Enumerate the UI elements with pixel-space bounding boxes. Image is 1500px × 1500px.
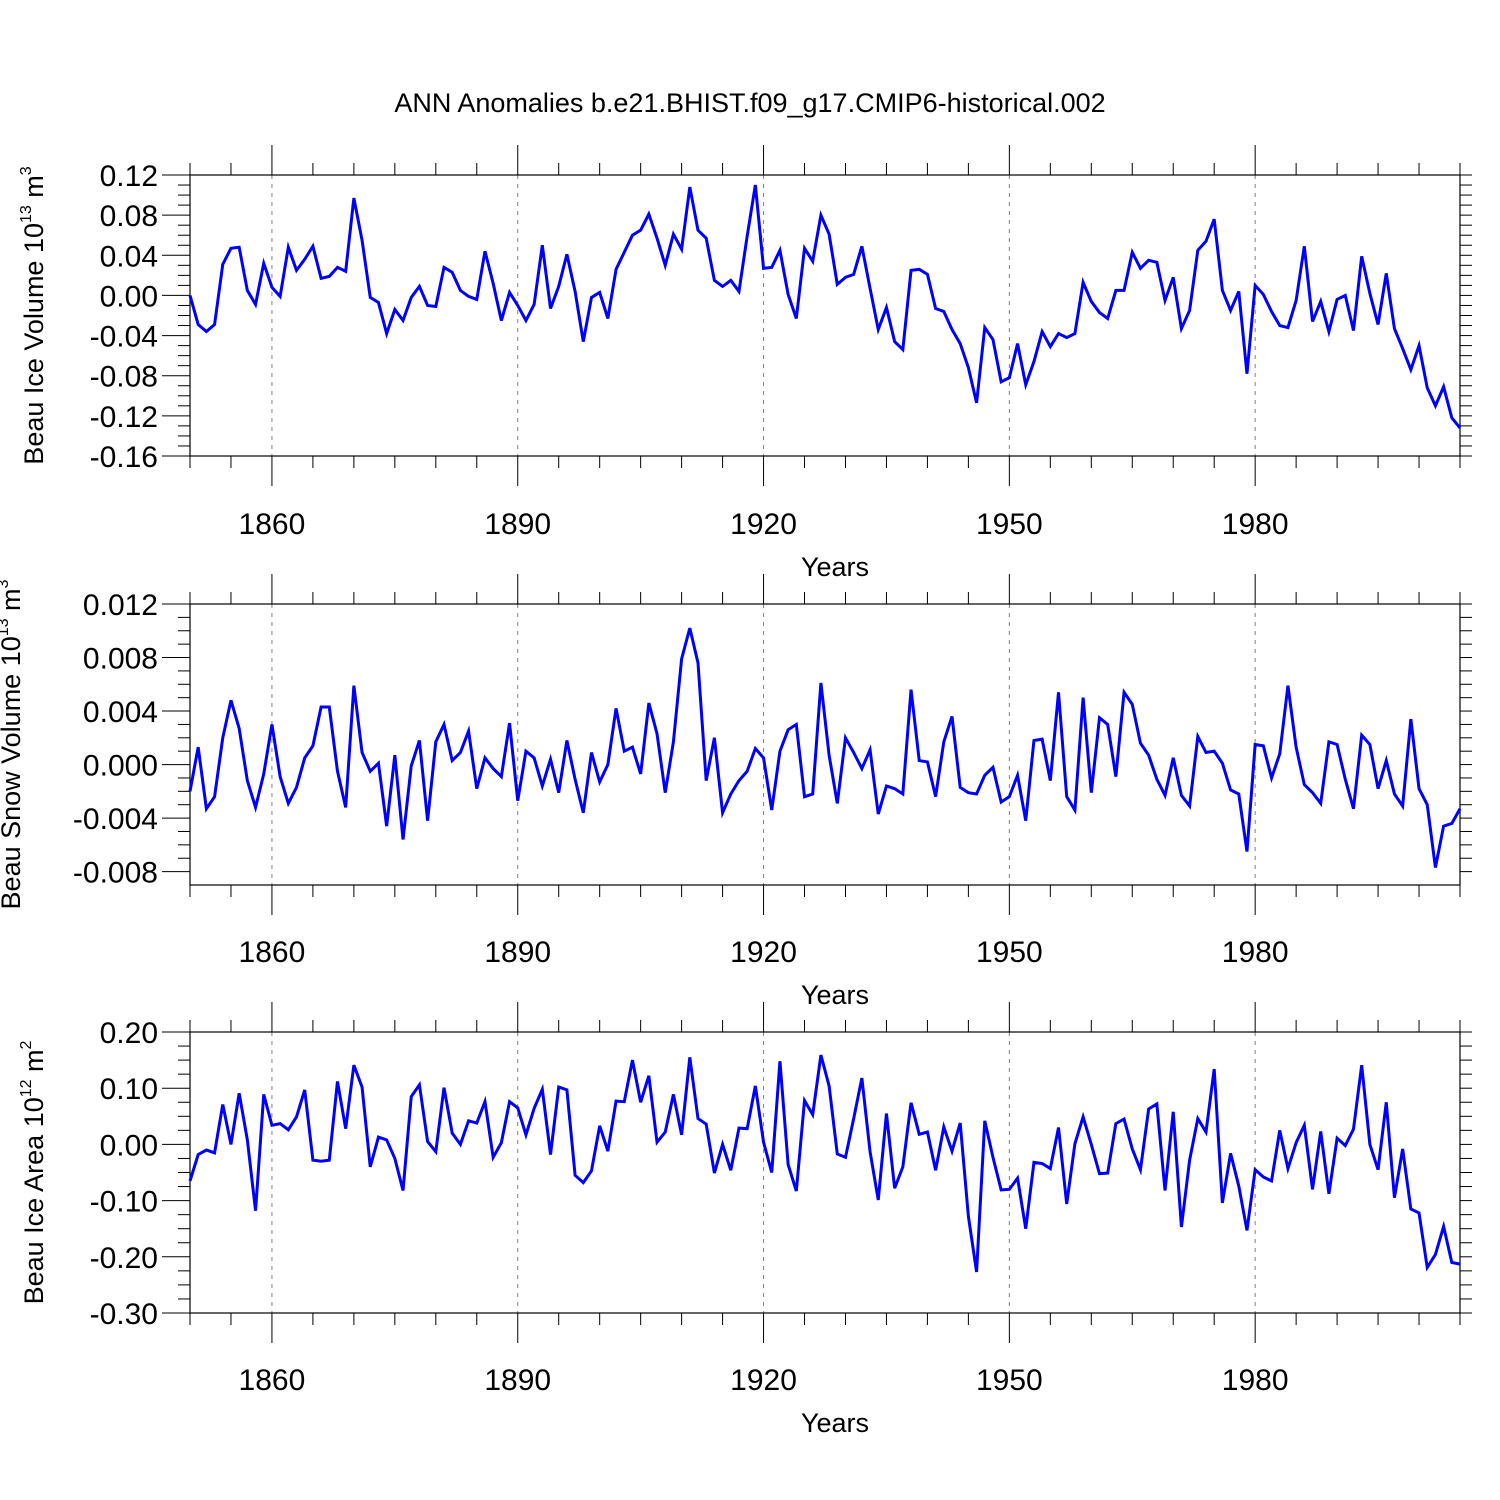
y-tick-label: 0.004 <box>83 696 158 729</box>
y-tick-label: -0.08 <box>90 361 158 394</box>
x-tick-label: 1980 <box>1222 936 1289 969</box>
x-tick-label: 1860 <box>239 1364 306 1397</box>
y-axis-label: Beau Ice Volume 1013 m3 <box>18 166 49 464</box>
x-tick-label: 1950 <box>976 1364 1043 1397</box>
x-axis-label: Years <box>801 1408 869 1438</box>
x-tick-label: 1890 <box>484 508 551 541</box>
y-tick-label: 0.04 <box>100 240 158 273</box>
y-tick-label: -0.16 <box>90 441 158 474</box>
x-tick-label: 1860 <box>239 508 306 541</box>
y-axis-label-main: Beau Ice Volume 10 <box>19 223 49 465</box>
y-tick-label: -0.004 <box>73 803 158 836</box>
x-axis-label: Years <box>801 552 869 582</box>
y-tick-label: 0.008 <box>83 643 158 676</box>
y-tick-label: -0.04 <box>90 321 158 354</box>
chart-panel-2: 1860 1890 1920 1950 1980 0.012 0.008 0.004 0.000… <box>0 574 1472 1010</box>
x-tick-label: 1980 <box>1222 1364 1289 1397</box>
x-tick-label: 1950 <box>976 936 1043 969</box>
plot-frame <box>189 603 1461 886</box>
y-tick-label: 0.00 <box>100 1129 158 1162</box>
series-line <box>188 184 1462 429</box>
y-axis-label-unit-exponent: 3 <box>18 166 35 175</box>
chart-panel-3: 1860 1890 1920 1950 1980 0.20 0.10 0.00 -0.10 -0.… <box>18 1002 1472 1438</box>
y-tick-label: -0.12 <box>90 401 158 434</box>
x-tick-label: 1920 <box>730 1364 797 1397</box>
chart-panel-1: 1860 1890 1920 1950 1980 0.12 0.08 0.04 0.00 -0.0… <box>18 145 1472 582</box>
y-tick-label: 0.08 <box>100 200 158 233</box>
y-axis-label-unit-exponent: 3 <box>0 579 12 588</box>
y-tick-label: -0.10 <box>90 1186 158 1219</box>
y-axis-label-main: Beau Snow Volume 10 <box>0 636 26 909</box>
y-tick-label: -0.30 <box>90 1298 158 1331</box>
y-tick-label: 0.20 <box>100 1017 158 1050</box>
y-tick-label: 0.12 <box>100 160 158 193</box>
x-tick-label: 1920 <box>730 508 797 541</box>
y-axis-label-unit-exponent: 2 <box>18 1040 35 1049</box>
y-axis-label-unit: m <box>19 175 49 205</box>
y-tick-label: -0.008 <box>73 857 158 890</box>
x-tick-label: 1890 <box>484 936 551 969</box>
y-axis-label: Beau Ice Area 1012 m2 <box>18 1040 49 1304</box>
y-axis-label-exponent: 13 <box>18 205 35 223</box>
y-axis-label: Beau Snow Volume 1013 m3 <box>0 579 26 909</box>
y-tick-label: 0.012 <box>83 589 158 622</box>
y-tick-label: 0.00 <box>100 280 158 313</box>
series-line <box>188 1054 1461 1273</box>
y-tick-label: -0.20 <box>90 1242 158 1275</box>
y-axis-label-exponent: 13 <box>0 618 12 636</box>
x-tick-label: 1920 <box>730 936 797 969</box>
y-axis-label-main: Beau Ice Area 10 <box>19 1097 49 1304</box>
x-tick-label: 1950 <box>976 508 1043 541</box>
x-axis-label: Years <box>801 980 869 1010</box>
y-axis-label-unit: m <box>0 588 26 618</box>
y-tick-label: 0.000 <box>83 750 158 783</box>
x-tick-label: 1890 <box>484 1364 551 1397</box>
x-tick-label: 1980 <box>1222 508 1289 541</box>
page-title: ANN Anomalies b.e21.BHIST.f09_g17.CMIP6-… <box>394 88 1105 118</box>
y-axis-label-unit: m <box>19 1049 49 1079</box>
x-tick-label: 1860 <box>239 936 306 969</box>
y-tick-label: 0.10 <box>100 1073 158 1106</box>
y-axis-label-exponent: 12 <box>18 1079 35 1097</box>
series-line <box>188 627 1462 868</box>
